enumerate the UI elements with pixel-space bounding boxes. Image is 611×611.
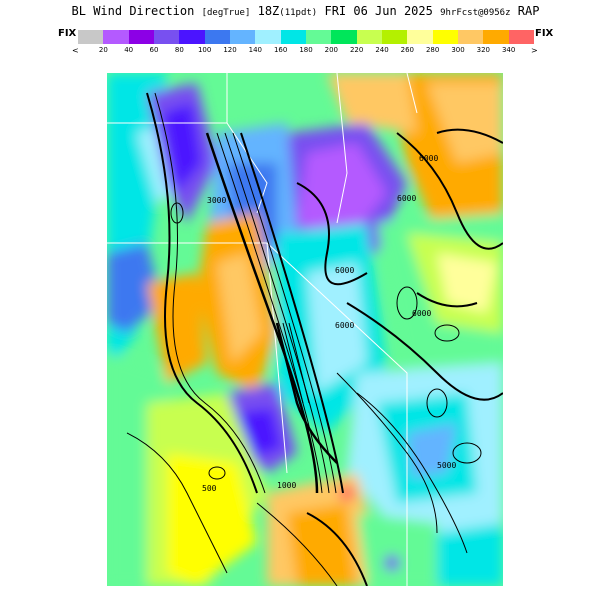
legend-swatch — [255, 30, 281, 44]
contour-label: 3000 — [207, 196, 226, 205]
legend-fix-right: FIX — [535, 28, 554, 39]
legend-swatch — [153, 30, 180, 44]
legend-swatch — [381, 30, 408, 44]
wind-direction-map: 6000 6000 6000 6000 6000 5000 3000 1000 … — [107, 73, 503, 586]
title-time: 18Z — [257, 4, 280, 18]
legend-tick-label: 260 — [400, 46, 415, 54]
legend-swatch — [331, 30, 357, 44]
legend-tick-label: 120 — [223, 46, 237, 54]
legend-tick-label: 180 — [299, 46, 313, 54]
chart-title: BL Wind Direction [degTrue] 18Z(11pdt) F… — [0, 4, 611, 18]
legend-swatch — [432, 30, 458, 44]
legend-swatch — [407, 30, 433, 44]
color-legend — [78, 30, 534, 44]
legend-swatch — [280, 30, 306, 44]
legend-swatch — [179, 30, 205, 44]
title-local: (11pdt) — [279, 8, 318, 18]
legend-tick-label: 20 — [98, 46, 108, 54]
title-units: [degTrue] — [201, 8, 251, 18]
contour-label: 500 — [202, 484, 217, 493]
legend-tick-label: 320 — [476, 46, 491, 54]
legend-tick-label: 280 — [425, 46, 440, 54]
legend-under-symbol: < — [72, 46, 79, 55]
legend-ticks: 20 40 60 80 100 120 140 160 180 200 220 240 260 280 30… — [78, 46, 534, 58]
legend-tick-label: 340 — [501, 46, 516, 54]
title-forecast: 9hrFcst@0956z — [440, 8, 511, 18]
contour-lines — [126, 92, 503, 586]
legend-swatch — [305, 30, 332, 44]
title-date: FRI 06 Jun 2025 — [324, 4, 433, 18]
legend-tick-label: 200 — [324, 46, 339, 54]
legend-tick-label: 100 — [197, 46, 212, 54]
legend-tick-label: 60 — [149, 46, 159, 54]
legend-swatch — [508, 30, 534, 44]
title-main: BL Wind Direction — [71, 4, 195, 18]
contour-label: 6000 — [335, 266, 354, 275]
legend-swatch — [78, 30, 104, 44]
contour-label: 1000 — [277, 481, 296, 490]
contour-label: 5000 — [437, 461, 456, 470]
contour-label: 6000 — [412, 309, 431, 318]
contour-label: 6000 — [397, 194, 416, 203]
legend-swatch — [229, 30, 256, 44]
contour-label: 6000 — [419, 154, 438, 163]
legend-swatch — [128, 30, 154, 44]
title-model: RAP — [517, 4, 540, 18]
legend-tick-label: 40 — [124, 46, 134, 54]
legend-swatch — [457, 30, 484, 44]
contour-label-group: 6000 6000 6000 6000 6000 5000 3000 1000 … — [202, 154, 456, 493]
state-boundaries — [107, 73, 418, 586]
legend-tick-label: 300 — [451, 46, 465, 54]
legend-tick-label: 240 — [375, 46, 389, 54]
legend-tick-label: 160 — [273, 46, 288, 54]
legend-swatch — [204, 30, 230, 44]
legend-tick-label: 140 — [248, 46, 263, 54]
legend-swatch — [483, 30, 509, 44]
legend-tick-label: 80 — [174, 46, 184, 54]
legend-swatch — [103, 30, 129, 44]
legend-over-symbol: > — [531, 46, 538, 55]
legend-tick-label: 220 — [349, 46, 364, 54]
legend-fix-left: FIX — [58, 28, 77, 39]
wind-field-fill — [107, 73, 503, 586]
legend-swatch — [356, 30, 382, 44]
contour-label: 6000 — [335, 321, 354, 330]
